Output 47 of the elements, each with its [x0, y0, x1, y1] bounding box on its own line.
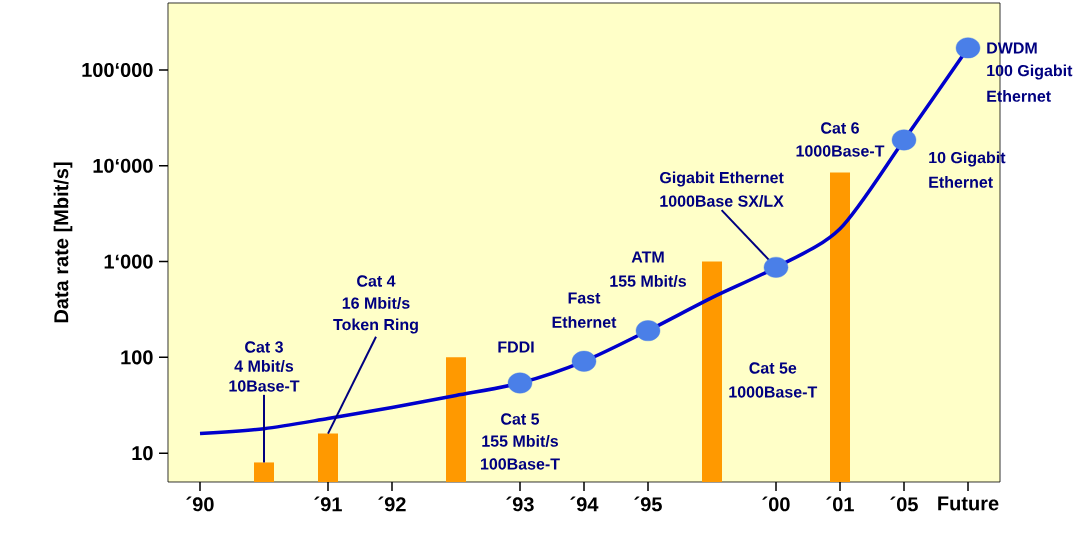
- annotation: FDDI: [498, 341, 534, 353]
- annotation: Ethernet: [552, 316, 617, 328]
- point: [635, 320, 661, 342]
- x-tick-label: ´91: [314, 496, 342, 512]
- annotation: 10 Gigabit: [929, 151, 1006, 167]
- annotation: 4 Mbit/s: [234, 360, 294, 372]
- annotation: Cat 4: [357, 275, 396, 287]
- x-tick-label: ´93: [506, 496, 534, 512]
- y-tick-label: 10‘000: [93, 158, 153, 173]
- annotation: DWDM: [987, 42, 1037, 54]
- y-axis-title: Data rate [Mbit/s]: [53, 162, 73, 323]
- y-tick-label: 10: [132, 446, 153, 461]
- annotation: 16 Mbit/s: [342, 297, 410, 309]
- annotation: Ethernet: [987, 90, 1051, 102]
- y-tick-label: 100: [121, 350, 153, 365]
- annotation: Cat 3: [245, 341, 283, 353]
- annotation: 1000Base-T: [729, 386, 818, 398]
- point: [571, 350, 597, 372]
- x-tick-label: ´95: [634, 496, 662, 512]
- y-tick-label: 100‘000: [82, 62, 153, 78]
- point: [891, 129, 917, 151]
- annotation: 155 Mbit/s: [610, 275, 687, 287]
- x-tick-label: ´05: [890, 496, 918, 512]
- annotation: Token Ring: [333, 318, 418, 334]
- annotation: ATM: [631, 251, 664, 263]
- annotation: 100Base-T: [480, 458, 560, 470]
- x-tick-label: ´94: [570, 496, 599, 512]
- point: [763, 256, 789, 278]
- x-tick-label: Future: [938, 496, 999, 511]
- annotation: 1000Base SX/LX: [660, 195, 784, 207]
- point: [507, 372, 533, 394]
- annotation: Cat 5: [501, 413, 540, 425]
- x-tick-label: ´01: [826, 496, 854, 512]
- annotation: 100 Gigabit: [987, 64, 1073, 80]
- annotation: 1000Base-T: [796, 145, 885, 157]
- annotation: 155 Mbit/s: [482, 435, 558, 447]
- point: [955, 37, 981, 59]
- x-tick-label: ´90: [186, 496, 214, 512]
- x-tick-label: ´92: [378, 496, 406, 512]
- annotation: Cat 6: [821, 122, 859, 134]
- annotation: Fast: [568, 292, 601, 304]
- x-tick-label: ´00: [762, 496, 790, 512]
- annotation: Gigabit Ethernet: [660, 171, 784, 187]
- y-tick-label: 1‘000: [104, 254, 153, 269]
- annotation: Cat 5e: [749, 362, 797, 374]
- annotation: 10Base-T: [229, 380, 300, 392]
- annotation: Ethernet: [929, 176, 993, 188]
